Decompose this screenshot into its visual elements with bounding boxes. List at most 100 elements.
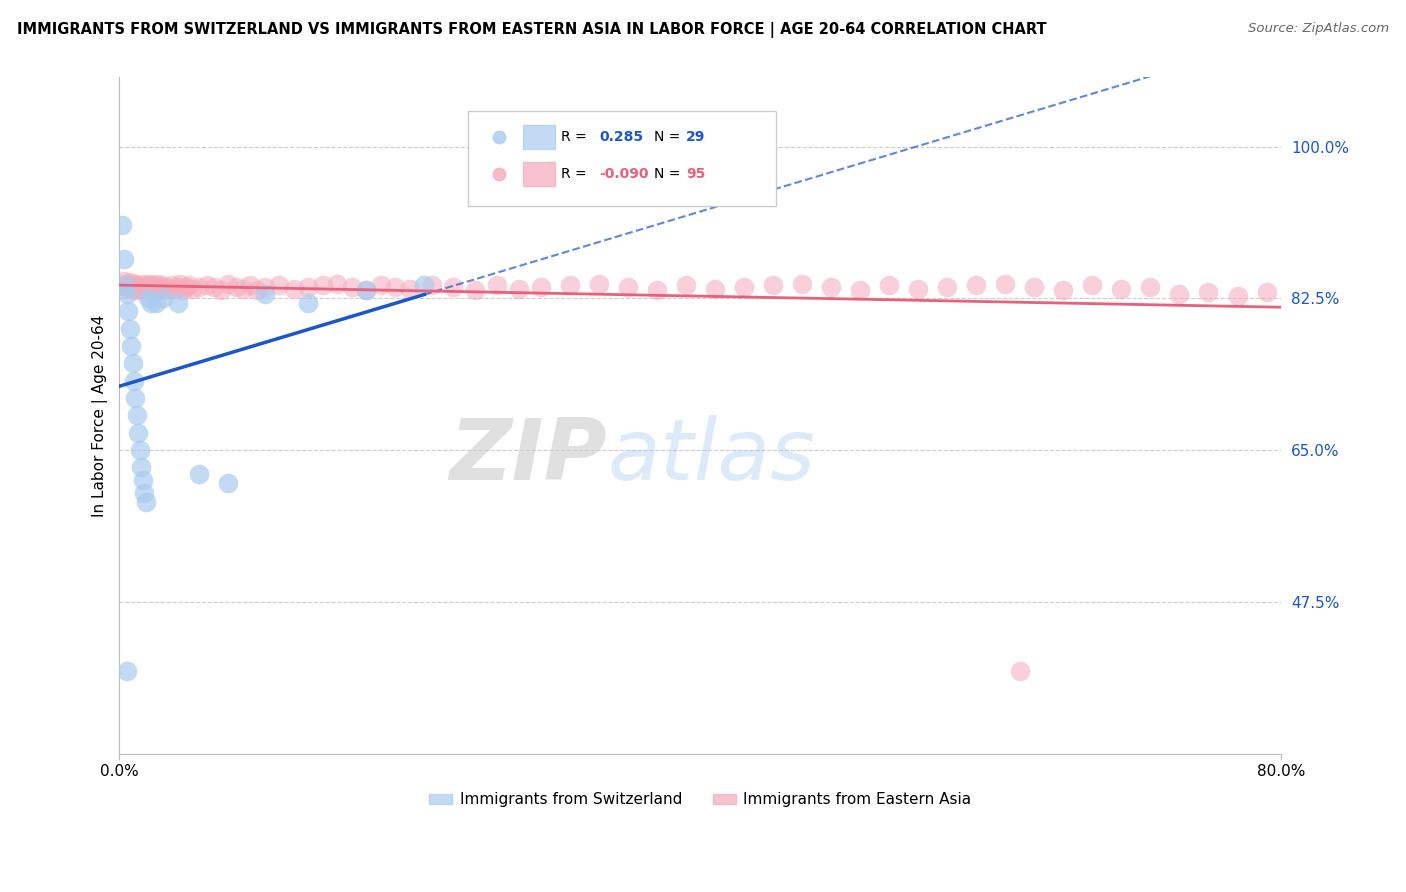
Point (1024, 280, 1046, 294)
Point (152, 292, 174, 306)
Point (225, 280, 247, 294)
Point (1336, 292, 1358, 306)
Point (115, 287, 138, 301)
Point (112, 274, 135, 288)
Point (118, 322, 141, 336)
Text: R =: R = (561, 167, 591, 181)
Point (1052, 283, 1074, 297)
Text: ZIP: ZIP (450, 415, 607, 498)
Point (994, 277, 1017, 291)
Point (127, 278, 149, 293)
Point (508, 282, 530, 296)
Point (115, 664, 138, 678)
Point (152, 282, 174, 296)
Point (1168, 287, 1191, 301)
Point (340, 280, 363, 294)
Point (149, 283, 172, 297)
Point (588, 277, 610, 291)
Point (157, 283, 180, 297)
Point (936, 280, 959, 294)
Point (141, 280, 163, 294)
Point (131, 474, 153, 488)
Legend: Immigrants from Switzerland, Immigrants from Eastern Asia: Immigrants from Switzerland, Immigrants … (423, 786, 977, 814)
Point (820, 280, 842, 294)
Point (181, 282, 204, 296)
Point (129, 460, 152, 475)
Text: IMMIGRANTS FROM SWITZERLAND VS IMMIGRANTS FROM EASTERN ASIA IN LABOR FORCE | AGE: IMMIGRANTS FROM SWITZERLAND VS IMMIGRANT… (17, 22, 1046, 38)
Point (399, 282, 422, 296)
Point (124, 277, 146, 291)
Point (202, 280, 225, 294)
Point (616, 280, 638, 294)
Point (703, 282, 725, 296)
Point (121, 278, 143, 293)
Point (179, 278, 201, 293)
Point (141, 295, 163, 310)
Point (128, 443, 150, 458)
Text: atlas: atlas (607, 415, 815, 498)
Point (134, 280, 156, 294)
Bar (523, 125, 555, 149)
Point (965, 278, 987, 293)
Point (1198, 285, 1220, 300)
Point (1111, 282, 1133, 296)
Bar (523, 162, 555, 186)
Point (356, 283, 378, 297)
Point (128, 280, 150, 294)
Point (115, 277, 138, 291)
Point (1313, 287, 1336, 301)
Text: N =: N = (654, 167, 685, 181)
Point (790, 277, 813, 291)
Point (239, 278, 262, 293)
Point (163, 282, 186, 296)
Point (160, 278, 183, 293)
Point (464, 283, 486, 297)
Point (125, 282, 148, 296)
Point (733, 280, 755, 294)
Point (283, 282, 305, 296)
Text: 29: 29 (686, 130, 706, 144)
Point (145, 295, 167, 310)
Point (143, 278, 166, 293)
Point (326, 277, 349, 291)
Point (174, 280, 197, 294)
Point (1008, 664, 1031, 678)
Point (1357, 289, 1379, 303)
Point (529, 280, 551, 294)
Point (370, 278, 392, 293)
Point (1256, 285, 1278, 300)
Point (762, 278, 785, 293)
Point (645, 283, 668, 297)
Point (441, 280, 464, 294)
Point (118, 275, 141, 289)
Point (138, 292, 160, 306)
Point (558, 278, 581, 293)
Point (139, 277, 162, 291)
Point (1139, 280, 1161, 294)
Point (269, 278, 291, 293)
Point (172, 283, 194, 297)
Point (145, 282, 167, 296)
Point (166, 295, 188, 310)
Point (246, 283, 269, 297)
Point (413, 278, 436, 293)
Point (583, 216, 606, 230)
Point (188, 467, 211, 482)
Point (1081, 278, 1104, 293)
Point (114, 280, 136, 294)
Point (142, 283, 165, 297)
Point (1284, 289, 1306, 303)
Text: Source: ZipAtlas.com: Source: ZipAtlas.com (1249, 22, 1389, 36)
Point (217, 476, 239, 491)
Point (125, 409, 148, 423)
Point (117, 282, 139, 296)
Point (135, 495, 157, 509)
Point (138, 282, 160, 296)
Point (117, 304, 139, 318)
Text: N =: N = (654, 130, 685, 144)
Point (120, 280, 142, 294)
Point (150, 278, 173, 293)
Point (131, 277, 153, 291)
Point (134, 486, 156, 500)
Point (485, 278, 508, 293)
